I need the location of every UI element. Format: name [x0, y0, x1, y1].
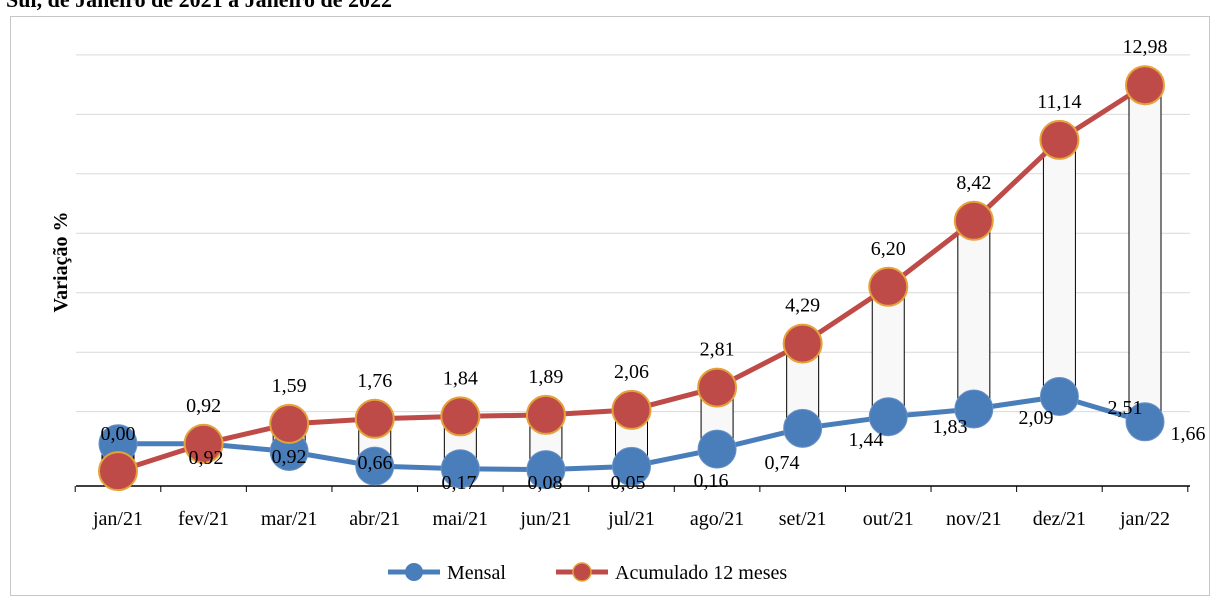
x-tick-label: jan/22 — [1119, 508, 1170, 530]
acumulado-point — [183, 423, 224, 464]
acumulado-point — [697, 367, 738, 408]
mensal-data-label: 0,16 — [694, 470, 729, 492]
legend: Mensal Acumulado 12 meses — [388, 562, 787, 584]
mensal-data-label: 1,66 — [1171, 423, 1206, 445]
mensal-data-label: 1,44 — [849, 429, 884, 451]
acumulado-data-label: 8,42 — [956, 172, 991, 194]
chart-frame — [10, 16, 1210, 596]
data-labels: 0,00 0,92 0,92 0,66 0,17 0,08 0,05 0,16 0,74 1,44… — [101, 36, 1206, 494]
acumulado-point — [1039, 119, 1080, 160]
x-tick-label: jan/21 — [92, 508, 143, 530]
x-tick-label: jun/21 — [519, 508, 571, 530]
gridlines — [76, 54, 1190, 413]
mensal-point — [954, 389, 994, 429]
x-tick-label: mar/21 — [261, 508, 318, 530]
acumulado-data-label: 2,06 — [614, 361, 649, 383]
legend-mensal-label: Mensal — [447, 562, 506, 584]
acumulado-point — [98, 451, 138, 492]
up-bar — [1042, 139, 1076, 398]
acumulado-point — [953, 200, 994, 241]
mensal-data-label: 0,66 — [358, 452, 393, 474]
x-tick-label: jul/21 — [607, 508, 655, 530]
mensal-point — [526, 450, 566, 490]
acumulado-point — [354, 398, 395, 439]
acumulado-point — [1125, 65, 1165, 106]
mensal-point — [355, 446, 395, 486]
x-tick-label: mai/21 — [433, 508, 489, 530]
acumulado-data-label: 11,14 — [1037, 91, 1081, 113]
acumulado-point — [440, 396, 481, 437]
mensal-point — [612, 446, 651, 486]
acumulado-data-label: 12,98 — [1123, 36, 1168, 58]
legend-mensal-marker — [405, 563, 423, 581]
mensal-data-label: 2,09 — [1019, 407, 1054, 429]
x-tick-label: dez/21 — [1033, 508, 1086, 530]
x-tick-label: nov/21 — [946, 508, 1002, 530]
acumulado-data-label: 1,84 — [443, 367, 478, 389]
legend-acumulado-label: Acumulado 12 meses — [615, 562, 787, 584]
acumulado-point — [782, 323, 823, 364]
up-bar — [957, 220, 991, 410]
mensal-data-label: 0,08 — [528, 472, 563, 494]
acumulado-point — [868, 266, 909, 307]
x-tick-label: abr/21 — [349, 508, 400, 530]
mensal-point — [1125, 402, 1165, 442]
acumulado-data-label: 6,20 — [871, 238, 906, 260]
mensal-data-label: 0,17 — [442, 472, 477, 494]
acumulado-data-label: 0,92 — [186, 395, 221, 417]
mensal-data-label: 0,05 — [611, 472, 646, 494]
acumulado-data-label: 2,81 — [700, 339, 735, 361]
x-tick-label: ago/21 — [690, 508, 744, 530]
acumulado-point — [525, 394, 566, 435]
acumulado-data-label: 1,59 — [272, 375, 307, 397]
mensal-point — [1039, 377, 1079, 417]
acumulado-point — [611, 389, 652, 430]
x-tick-label: set/21 — [779, 508, 827, 530]
mensal-data-label: 0,92 — [272, 446, 307, 468]
y-axis-label: Variação % — [50, 212, 72, 313]
mensal-data-label: 0,00 — [101, 423, 136, 445]
x-tick-label: fev/21 — [178, 508, 229, 530]
mensal-data-label: 0,92 — [189, 447, 224, 469]
mensal-data-label: 0,74 — [765, 452, 800, 474]
x-axis: jan/21 fev/21 mar/21 abr/21 mai/21 jun/21 jul/… — [74, 485, 1190, 530]
mensal-data-label: 2,51 — [1108, 397, 1143, 419]
mensal-point — [783, 408, 823, 448]
up-bar — [1128, 84, 1162, 423]
mensal-data-label: 1,83 — [933, 416, 968, 438]
legend-acumulado-marker — [572, 562, 592, 582]
mensal-point — [440, 449, 480, 489]
acumulado-data-label: 1,89 — [528, 366, 563, 388]
acumulado-data-label: 1,76 — [357, 370, 392, 392]
acumulado-point — [269, 403, 310, 444]
x-tick-label: out/21 — [863, 508, 914, 530]
chart-page-title: Sul, de Janeiro de 2021 a Janeiro de 202… — [6, 0, 392, 13]
series-markers — [98, 65, 1165, 492]
acumulado-data-label: 4,29 — [785, 295, 820, 317]
mensal-point — [868, 397, 908, 437]
mensal-point — [697, 429, 737, 469]
